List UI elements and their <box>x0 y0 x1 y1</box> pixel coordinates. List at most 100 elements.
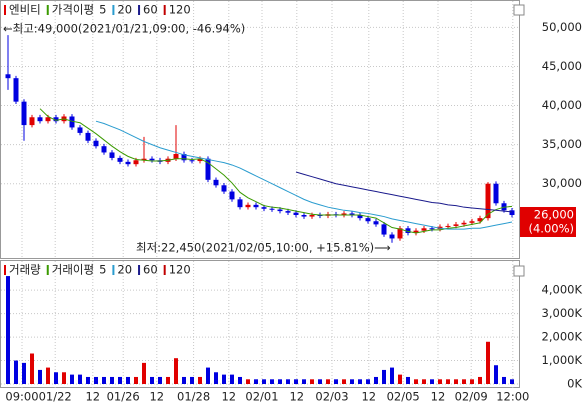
panel-button[interactable] <box>513 4 525 16</box>
candle-body <box>357 215 363 219</box>
candle-body <box>405 228 411 233</box>
legend-marker <box>138 265 141 275</box>
legend-marker <box>163 5 166 15</box>
candle-body <box>181 154 187 161</box>
x-tick-label: 02/05 <box>387 390 420 404</box>
candle-body <box>221 185 227 192</box>
x-tick-label: 02/03 <box>315 390 348 404</box>
volume-bar <box>374 376 378 384</box>
volume-bar <box>54 372 58 384</box>
candle-body <box>245 204 251 208</box>
volume-bar <box>254 379 258 384</box>
panel-button[interactable] <box>513 265 525 277</box>
volume-bar <box>310 379 314 384</box>
y-tick-label: 40,000 <box>542 98 582 112</box>
candle-body <box>13 78 19 102</box>
legend-marker <box>138 5 141 15</box>
volume-bar <box>390 367 394 384</box>
candle-body <box>261 207 267 209</box>
y-tick-label: 50,000 <box>542 20 582 34</box>
candle-body <box>397 228 403 239</box>
legend-label: 60 <box>143 263 158 277</box>
candle-body <box>469 221 475 223</box>
candle-body <box>141 158 147 161</box>
candle-body <box>453 224 459 226</box>
legend-marker <box>163 265 166 275</box>
volume-bar <box>190 376 194 384</box>
volume-bar <box>318 379 322 384</box>
candle-body <box>21 101 27 126</box>
volume-bar <box>6 276 10 384</box>
volume-bar <box>350 379 354 384</box>
candle-body <box>293 212 299 215</box>
volume-bar <box>366 379 370 384</box>
last-price-box <box>520 207 576 237</box>
volume-bar <box>406 376 410 384</box>
volume-bar <box>214 372 218 384</box>
legend-marker <box>46 5 49 15</box>
x-tick-label: 01/22 <box>39 390 72 404</box>
candle-body <box>373 221 379 225</box>
volume-bar <box>102 376 106 384</box>
last-price-label: 26,000 <box>534 208 574 222</box>
candle-body <box>341 213 347 215</box>
volume-bar <box>382 369 386 384</box>
candle-body <box>269 208 275 210</box>
x-tick-label: 02/01 <box>245 390 278 404</box>
candle-body <box>229 191 235 200</box>
volume-bar <box>414 379 418 384</box>
volume-bar <box>438 379 442 384</box>
legend-marker <box>46 265 49 275</box>
legend-label: 가격이평 <box>52 3 94 17</box>
volume-bar <box>302 379 306 384</box>
candle-body <box>109 152 115 158</box>
x-tick-label: 12 <box>289 390 304 404</box>
x-tick-label: 01/28 <box>177 390 210 404</box>
legend-marker <box>112 265 115 275</box>
moving-average-line <box>39 108 513 234</box>
legend-marker <box>4 265 6 275</box>
change-label: (4.00%) <box>528 222 574 236</box>
candle-body <box>29 117 35 126</box>
x-tick-label: 12 <box>149 390 164 404</box>
y-tick-label: 2,000K <box>542 330 583 344</box>
candle-body <box>237 199 243 208</box>
candle-body <box>349 213 355 215</box>
volume-bar <box>454 379 458 384</box>
min-annotation: 최저:22,450(2021/02/05,10:00, +15.81%)⟶ <box>136 241 391 255</box>
volume-bar <box>110 376 114 384</box>
candle-body <box>53 117 59 122</box>
x-tick-label: 12 <box>221 390 236 404</box>
volume-bar <box>494 365 498 384</box>
legend-marker <box>4 5 6 15</box>
volume-bar <box>358 379 362 384</box>
candle-body <box>309 215 315 217</box>
y-tick-label: 4,000K <box>542 283 583 297</box>
x-tick-label: 02/09 <box>455 390 488 404</box>
candle-body <box>149 158 155 161</box>
volume-bar <box>238 376 242 384</box>
volume-bar <box>270 379 274 384</box>
candle-body <box>485 183 491 219</box>
y-tick-label: 1,000K <box>542 353 583 367</box>
candle-body <box>117 157 123 162</box>
volume-bar <box>30 353 34 384</box>
candle-body <box>125 161 131 165</box>
volume-bar <box>246 379 250 384</box>
volume-bar <box>62 372 66 384</box>
y-tick-label: 35,000 <box>542 137 582 151</box>
volume-bar <box>486 341 490 384</box>
volume-bar <box>118 376 122 384</box>
volume-bar <box>398 374 402 384</box>
volume-bar <box>222 374 226 384</box>
x-tick-label: 12 <box>431 390 446 404</box>
candle-body <box>133 160 139 165</box>
volume-bar <box>286 379 290 384</box>
volume-bar <box>38 369 42 384</box>
volume-bar <box>134 376 138 384</box>
x-tick-label: 09:00 <box>5 390 38 404</box>
volume-bar <box>334 379 338 384</box>
volume-bar <box>166 376 170 384</box>
y-tick-label: 45,000 <box>542 59 582 73</box>
legend-label: 거래량 <box>9 263 41 277</box>
